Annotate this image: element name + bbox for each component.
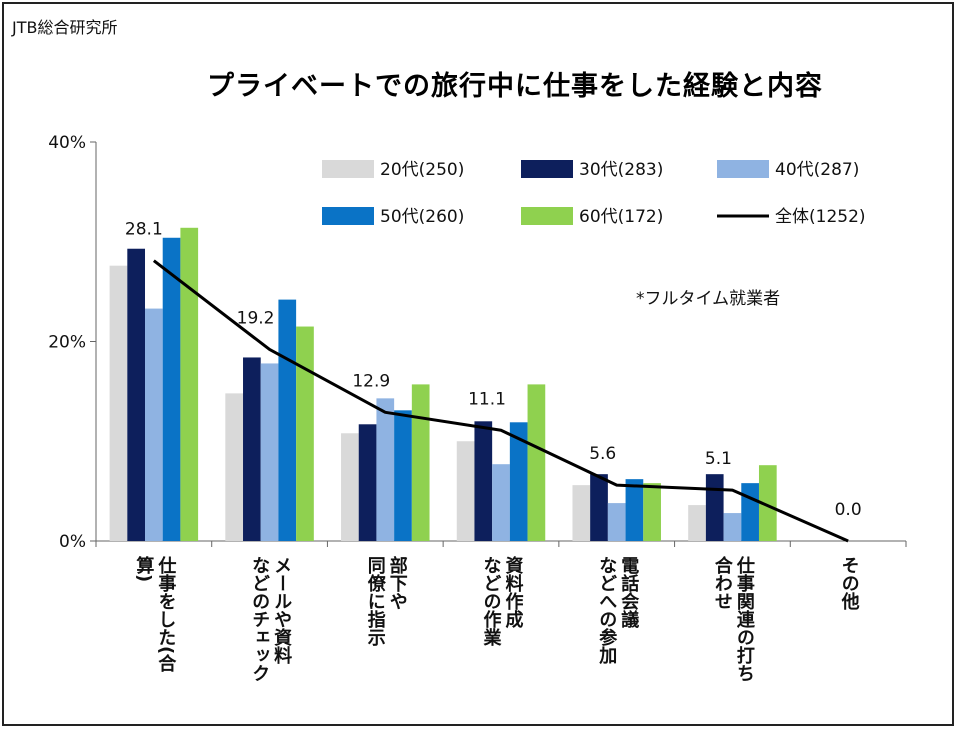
footnote: *フルタイム就業者 (636, 289, 781, 309)
x-tick-label: メールや資料 (271, 556, 292, 665)
legend-label: 20代(250) (380, 160, 464, 180)
bar (296, 326, 314, 541)
legend-swatch (322, 207, 374, 225)
bar (456, 441, 475, 541)
bar (162, 237, 181, 541)
x-tick-label: 部下や (387, 555, 408, 610)
bar (492, 464, 510, 541)
y-tick-label: 40% (48, 133, 86, 153)
bar (180, 227, 199, 541)
data-label: 12.9 (352, 371, 390, 391)
x-tick-label: 合わせ (712, 555, 733, 610)
bar (278, 299, 297, 541)
data-label: 0.0 (835, 500, 862, 520)
bar (590, 474, 608, 541)
x-tick-label: などへの参加 (596, 556, 618, 665)
legend-swatch (717, 160, 769, 178)
data-label: 5.1 (705, 449, 732, 469)
x-tick-label: などの作業 (481, 556, 503, 647)
chart-title: プライベートでの旅行中に仕事をした経験と内容 (207, 71, 823, 102)
legend-label: 60代(172) (579, 207, 663, 227)
bar (341, 433, 359, 541)
legend-swatch (521, 207, 573, 225)
x-tick-label: 同僚に指示 (365, 556, 386, 646)
x-tick-label: 仕事関連の打ち (734, 555, 756, 682)
overall-line (152, 259, 849, 543)
bar (741, 483, 759, 541)
x-tick-label: 仕事をした(合 (155, 555, 177, 672)
bar (705, 474, 724, 541)
bar (758, 465, 777, 541)
bar (509, 422, 528, 541)
source-label: JTB総合研究所 (12, 18, 118, 37)
bar (376, 398, 395, 541)
bar (625, 479, 644, 541)
x-tick-label: などのチェック (249, 556, 270, 682)
legend-label: 全体(1252) (775, 207, 866, 227)
bar (358, 424, 377, 541)
bar (607, 503, 626, 541)
bar (688, 505, 706, 541)
legend-swatch (322, 160, 374, 178)
bar (572, 485, 591, 541)
bar (394, 410, 412, 541)
bar (723, 513, 742, 541)
data-label: 5.6 (589, 444, 616, 464)
x-tick-label: その他 (839, 556, 861, 610)
bar (243, 357, 261, 541)
y-tick-label: 0% (59, 532, 86, 552)
y-tick-label: 20% (48, 333, 86, 353)
legend-swatch (521, 160, 573, 178)
bar (225, 393, 244, 541)
bar (643, 483, 661, 541)
data-label: 28.1 (125, 220, 163, 240)
bar (127, 248, 146, 542)
data-label: 19.2 (237, 308, 275, 328)
x-tick-label: 電話会議 (618, 556, 639, 629)
bar (527, 384, 546, 541)
bar (411, 384, 430, 541)
legend-label: 30代(283) (579, 160, 663, 180)
bar (109, 265, 128, 541)
x-tick-label: 資料作成 (503, 556, 524, 629)
legend-label: 50代(260) (380, 207, 464, 227)
data-label: 11.1 (468, 389, 506, 409)
legend-label: 40代(287) (775, 160, 859, 180)
bar (260, 363, 279, 541)
bar (145, 308, 163, 541)
x-tick-label: 算) (133, 555, 154, 582)
bar (474, 421, 493, 541)
